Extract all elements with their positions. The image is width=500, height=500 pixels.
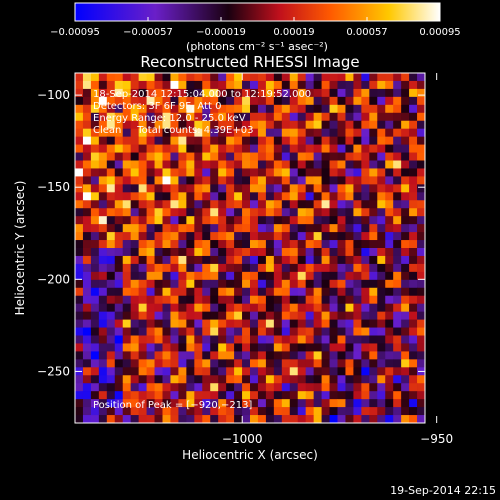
annotation-clean-counts: Clean Total counts: 4.39E+03 bbox=[93, 125, 253, 136]
x-axis-label: Heliocentric X (arcsec) bbox=[182, 448, 318, 462]
solar-limb-line bbox=[437, 73, 500, 423]
y-tick-label: −150 bbox=[37, 180, 70, 194]
colorbar-tick-label: −0.00057 bbox=[123, 27, 173, 38]
colorbar-tick-label: 0.00057 bbox=[346, 27, 387, 38]
annotation-energy-range: Energy Range: 12.0 - 25.0 keV bbox=[93, 113, 246, 124]
colorbar-tick-label: −0.00019 bbox=[196, 27, 246, 38]
colorbar-tick-label: 0.00019 bbox=[273, 27, 314, 38]
colorbar-ticks: −0.00095 −0.00057 −0.00019 0.00019 0.00057 0.… bbox=[50, 17, 461, 38]
annotation-peak-position: Position of Peak = [−920,−213] bbox=[93, 400, 252, 411]
heatmap-image bbox=[75, 73, 500, 423]
footer-timestamp: 19-Sep-2014 22:15 bbox=[390, 484, 496, 497]
colorbar-unit-label: (photons cm⁻² s⁻¹ asec⁻²) bbox=[186, 40, 328, 53]
y-axis-label: Heliocentric Y (arcsec) bbox=[13, 181, 27, 316]
axis-ticks: −1000−950−900−100−150−200−250 bbox=[37, 73, 453, 446]
annotation-detectors: Detectors: 3F 6F 9F, Att 0 bbox=[93, 101, 221, 112]
y-tick-label: −250 bbox=[37, 364, 70, 378]
x-tick-label: −950 bbox=[420, 432, 453, 446]
annotation-time-range: 18-Sep-2014 12:15:04.000 to 12:19:52.000 bbox=[93, 89, 311, 100]
y-tick-label: −200 bbox=[37, 272, 70, 286]
chart-title: Reconstructed RHESSI Image bbox=[140, 53, 359, 71]
colorbar-tick-label: −0.00095 bbox=[50, 27, 100, 38]
plot-frame bbox=[74, 72, 426, 424]
colorbar-tick-label: 0.00095 bbox=[419, 27, 460, 38]
x-tick-label: −1000 bbox=[222, 432, 263, 446]
colorbar bbox=[74, 2, 441, 22]
y-tick-label: −100 bbox=[37, 88, 70, 102]
